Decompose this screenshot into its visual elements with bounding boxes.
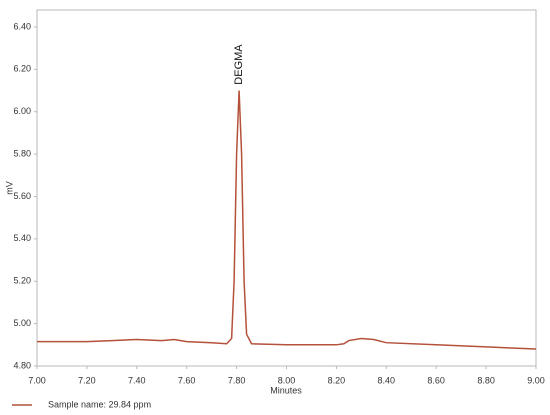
x-tick-label: 7.60 [178,375,196,385]
x-tick-label: 8.00 [278,375,296,385]
y-tick-label: 6.40 [13,21,31,31]
x-tick-label: 9.00 [527,375,545,385]
x-tick-label: 8.40 [378,375,396,385]
x-tick-label: 8.80 [477,375,495,385]
y-tick-label: 6.00 [13,106,31,116]
series-line [37,90,537,350]
x-tick-label: 7.20 [78,375,96,385]
x-tick-label: 8.60 [427,375,445,385]
x-axis-label: Minutes [270,385,302,395]
x-tick-label: 7.80 [228,375,246,385]
y-tick-label: 5.20 [13,276,31,286]
x-tick-label: 8.20 [328,375,346,385]
y-tick-label: 5.00 [13,318,31,328]
peak-annotation: DEGMA [233,44,245,85]
y-tick-label: 6.20 [13,64,31,74]
y-tick-label: 5.60 [13,191,31,201]
legend-label: Sample name: 29.84 ppm [48,399,151,409]
plot-frame [36,9,537,367]
y-tick-label: 5.40 [13,233,31,243]
y-axis-label: mV [4,181,14,195]
x-tick-label: 7.00 [28,375,46,385]
y-tick-label: 5.80 [13,148,31,158]
y-tick-label: 4.80 [13,360,31,370]
x-tick-label: 7.40 [128,375,146,385]
